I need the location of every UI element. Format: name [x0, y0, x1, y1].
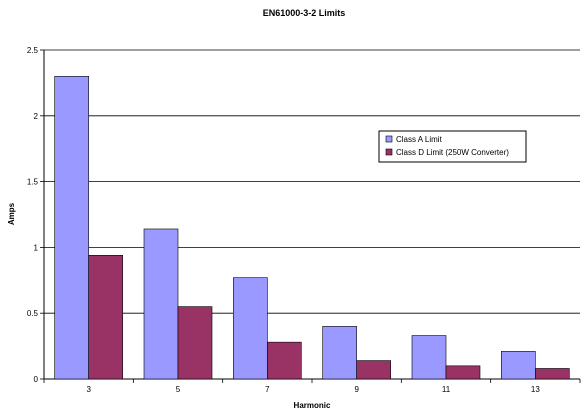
x-tick-label: 5	[176, 385, 181, 394]
x-tick-label: 3	[86, 385, 91, 394]
gridlines	[44, 49, 580, 314]
legend-box	[378, 130, 527, 163]
x-tick-label: 7	[265, 385, 270, 394]
x-axis-ticks: 3 5 7 9 11 13	[43, 379, 581, 394]
legend: Class A Limit Class D Limit (250W Conver…	[378, 130, 527, 163]
legend-swatch-class-a	[385, 135, 393, 143]
bar-class-d-h7	[267, 341, 302, 380]
bar-class-a-h9	[322, 326, 357, 380]
y-axis-label: Amps	[7, 202, 16, 225]
bar-class-a-h7	[233, 277, 268, 380]
x-axis-label: Harmonic	[294, 401, 331, 410]
bar-class-a-h11	[411, 335, 447, 380]
bar-class-d-h5	[177, 306, 213, 380]
y-tick-label: 0	[34, 375, 39, 384]
plot-area	[43, 50, 580, 380]
bar-class-d-h3	[88, 254, 123, 380]
bar-class-a-h3	[54, 76, 89, 380]
y-axis-ticks: 0 0.5 1 1.5 2 2.5	[27, 46, 44, 384]
x-tick-label: 9	[354, 385, 359, 394]
legend-swatch-class-d	[385, 148, 393, 156]
bar-class-d-h11	[445, 365, 481, 380]
legend-label-class-d: Class D Limit (250W Converter)	[396, 148, 509, 157]
bar-class-d-h9	[356, 360, 391, 380]
y-tick-label: 0.5	[27, 309, 39, 318]
y-tick-label: 2.5	[27, 46, 39, 55]
y-tick-label: 1	[34, 243, 39, 252]
x-tick-label: 13	[531, 385, 540, 394]
chart-title: EN61000-3-2 Limits	[263, 8, 346, 18]
bar-class-a-h5	[143, 228, 179, 380]
y-tick-label: 2	[34, 112, 39, 121]
bar-class-d-h13	[535, 368, 570, 380]
bars	[54, 76, 570, 380]
y-tick-label: 1.5	[27, 178, 39, 187]
bar-class-a-h13	[501, 351, 536, 380]
legend-label-class-a: Class A Limit	[396, 135, 443, 144]
x-tick-label: 11	[442, 385, 451, 394]
